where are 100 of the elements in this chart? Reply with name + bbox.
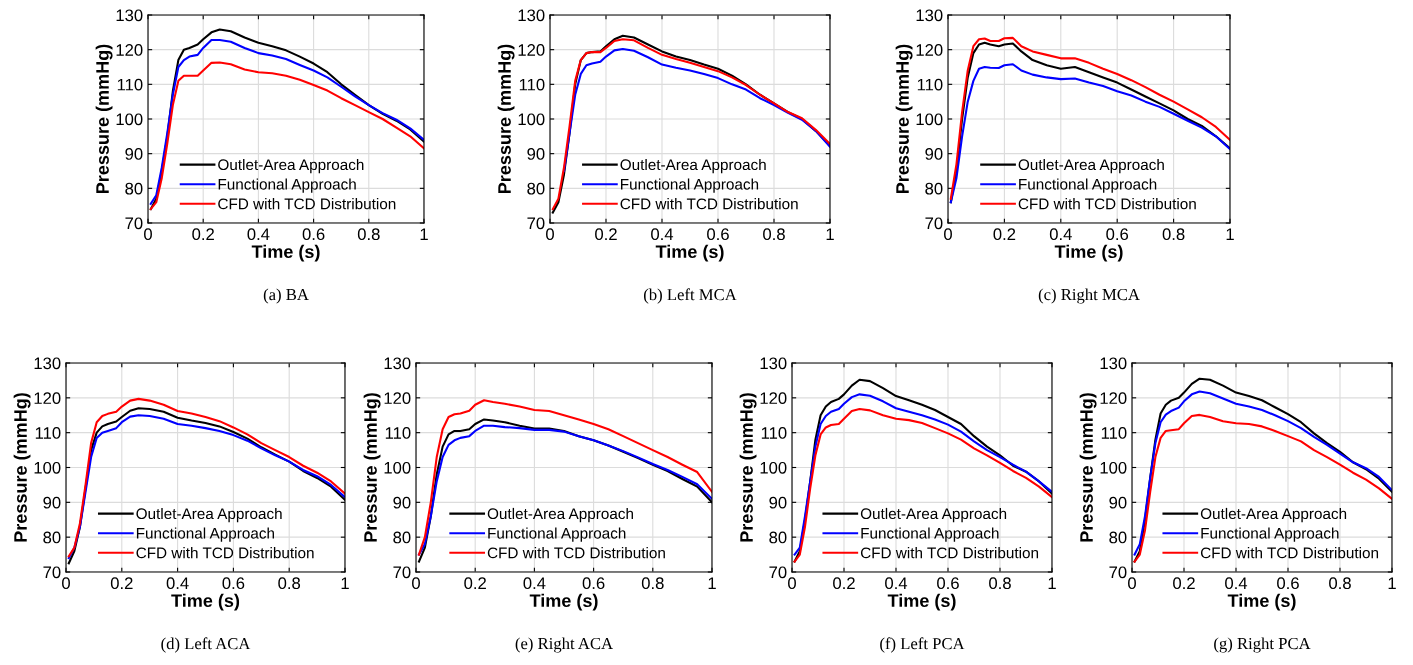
y-tick-label: 100 [1100, 461, 1127, 474]
y-tick-label: 70 [527, 217, 545, 230]
text: (d) Left ACA [161, 637, 251, 653]
x-axis-title: Time (s) [1227, 593, 1296, 611]
legend-label: Functional Approach [621, 178, 759, 193]
y-tick-label: 70 [769, 566, 787, 579]
x-tick-label: 0.2 [1173, 577, 1195, 590]
y-tick-label: 90 [769, 496, 787, 509]
x-tick-label: 0.2 [993, 228, 1016, 241]
legend-label: Functional Approach [218, 178, 356, 193]
y-tick-label: 130 [518, 9, 545, 22]
legend-label: CFD with TCD Distribution [1200, 547, 1379, 559]
x-axis-title: Time (s) [655, 244, 724, 262]
legend-label: Outlet-Area Approach [1018, 158, 1164, 174]
legend-label: Functional Approach [136, 527, 274, 542]
x-tick-label: 0.6 [582, 577, 605, 590]
x-tick-label: 0.8 [989, 577, 1011, 590]
y-tick-label: 100 [760, 461, 787, 474]
y-tick-label: 70 [125, 217, 143, 230]
x-tick-label: 0.6 [937, 577, 959, 590]
y-tick-label: 90 [125, 148, 143, 160]
y-axis-title: Pressure (mmHg) [363, 393, 381, 542]
x-axis-title: Time (s) [171, 593, 240, 611]
legend-label: CFD with TCD Distribution [136, 547, 314, 559]
y-axis-title: Pressure (mmHg) [95, 44, 113, 194]
y-tick-label: 130 [34, 357, 61, 370]
y-tick-label: 90 [527, 148, 545, 160]
y-tick-label: 70 [1109, 566, 1127, 579]
y-tick-label: 120 [1100, 392, 1127, 405]
text: (g) Right PCA [1214, 637, 1311, 653]
y-tick-label: 110 [35, 427, 61, 439]
legend-label: Outlet-Area Approach [1200, 507, 1347, 523]
x-tick-label: 1 [1048, 577, 1056, 589]
x-tick-label: 0.6 [1106, 228, 1129, 241]
y-tick-label: 130 [1100, 357, 1127, 370]
legend-label: CFD with TCD Distribution [218, 198, 396, 210]
x-tick-label: 0.2 [833, 577, 855, 590]
y-tick-label: 70 [925, 217, 943, 230]
legend-label: Outlet-Area Approach [136, 507, 282, 523]
y-tick-label: 130 [116, 9, 143, 22]
y-tick-label: 120 [518, 44, 545, 56]
y-tick-label: 80 [43, 531, 61, 544]
x-tick-label: 0 [788, 577, 796, 590]
legend-label: Functional Approach [488, 527, 626, 542]
y-tick-label: 100 [116, 113, 143, 126]
x-tick-label: 0 [62, 577, 70, 590]
y-tick-label: 100 [384, 461, 411, 474]
text: (c) Right MCA [1038, 288, 1140, 304]
y-tick-label: 100 [518, 113, 545, 126]
x-tick-label: 0.8 [278, 577, 301, 590]
x-tick-label: 1 [1388, 577, 1396, 589]
x-axis-title: Time (s) [1054, 244, 1123, 262]
x-tick-label: 1 [341, 577, 349, 589]
text: (a) BA [263, 288, 309, 304]
x-tick-label: 0.8 [357, 228, 380, 241]
x-tick-label: 0.6 [1277, 577, 1299, 590]
y-tick-label: 80 [527, 182, 545, 195]
x-tick-label: 0.8 [763, 228, 785, 241]
x-tick-label: 0.2 [464, 577, 486, 590]
y-tick-label: 90 [43, 496, 61, 509]
y-tick-label: 120 [116, 44, 143, 56]
y-tick-label: 120 [34, 392, 61, 405]
y-tick-label: 110 [385, 427, 411, 439]
y-axis-title: Pressure (mmHg) [497, 44, 515, 194]
x-tick-label: 0.4 [166, 577, 189, 590]
y-tick-label: 110 [1101, 427, 1127, 439]
y-tick-label: 130 [916, 9, 943, 22]
y-tick-label: 80 [393, 531, 411, 544]
x-tick-label: 0.2 [595, 228, 617, 241]
x-tick-label: 0 [1128, 577, 1136, 590]
y-tick-label: 80 [769, 531, 787, 544]
y-axis-title: Pressure (mmHg) [1079, 393, 1097, 542]
x-tick-label: 0 [412, 577, 420, 590]
y-axis-title: Pressure (mmHg) [739, 393, 757, 542]
x-axis-title: Time (s) [529, 593, 598, 611]
y-tick-label: 120 [760, 392, 787, 405]
x-tick-label: 0.4 [885, 577, 908, 590]
y-tick-label: 110 [761, 427, 787, 439]
x-tick-label: 0.8 [641, 577, 664, 590]
y-axis-title: Pressure (mmHg) [13, 393, 31, 542]
y-axis-title: Pressure (mmHg) [895, 44, 913, 194]
legend-label: CFD with TCD Distribution [620, 198, 798, 210]
y-tick-label: 100 [916, 113, 943, 126]
x-axis-title: Time (s) [887, 593, 956, 611]
x-tick-label: 0.8 [1162, 228, 1185, 241]
x-tick-label: 0.4 [1049, 228, 1072, 241]
y-tick-label: 70 [43, 566, 61, 579]
x-tick-label: 0 [144, 228, 152, 241]
legend-label: CFD with TCD Distribution [1018, 198, 1196, 210]
legend-label: Outlet-Area Approach [620, 158, 766, 174]
y-tick-label: 130 [384, 357, 411, 370]
y-tick-label: 80 [1109, 531, 1127, 544]
x-tick-label: 1 [708, 577, 716, 589]
y-tick-label: 120 [916, 44, 943, 56]
x-axis-title: Time (s) [251, 244, 320, 262]
line-series [562, 47, 830, 173]
x-tick-label: 0.8 [1329, 577, 1351, 590]
text: (e) Right ACA [515, 637, 613, 653]
x-tick-label: 0.2 [110, 577, 133, 590]
y-tick-label: 70 [393, 566, 411, 579]
